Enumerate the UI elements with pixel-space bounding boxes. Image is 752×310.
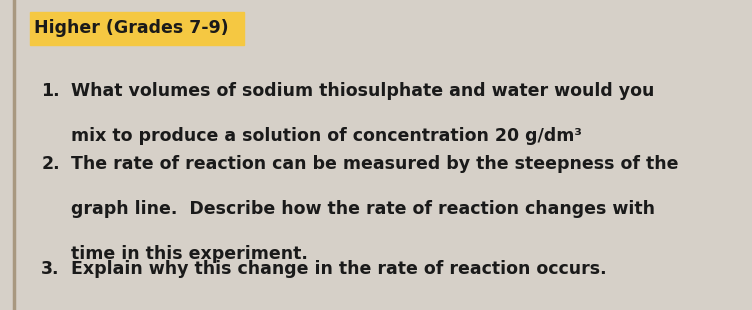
Text: time in this experiment.: time in this experiment. xyxy=(71,245,308,263)
Text: graph line.  Describe how the rate of reaction changes with: graph line. Describe how the rate of rea… xyxy=(71,200,656,218)
Text: Higher (Grades 7-9): Higher (Grades 7-9) xyxy=(34,19,229,37)
Text: 3.: 3. xyxy=(41,260,60,278)
Text: The rate of reaction can be measured by the steepness of the: The rate of reaction can be measured by … xyxy=(71,155,679,173)
Text: Explain why this change in the rate of reaction occurs.: Explain why this change in the rate of r… xyxy=(71,260,607,278)
Text: 2.: 2. xyxy=(41,155,60,173)
Text: 1.: 1. xyxy=(41,82,60,100)
Text: What volumes of sodium thiosulphate and water would you: What volumes of sodium thiosulphate and … xyxy=(71,82,655,100)
Text: mix to produce a solution of concentration 20 g/dm³: mix to produce a solution of concentrati… xyxy=(71,127,582,145)
